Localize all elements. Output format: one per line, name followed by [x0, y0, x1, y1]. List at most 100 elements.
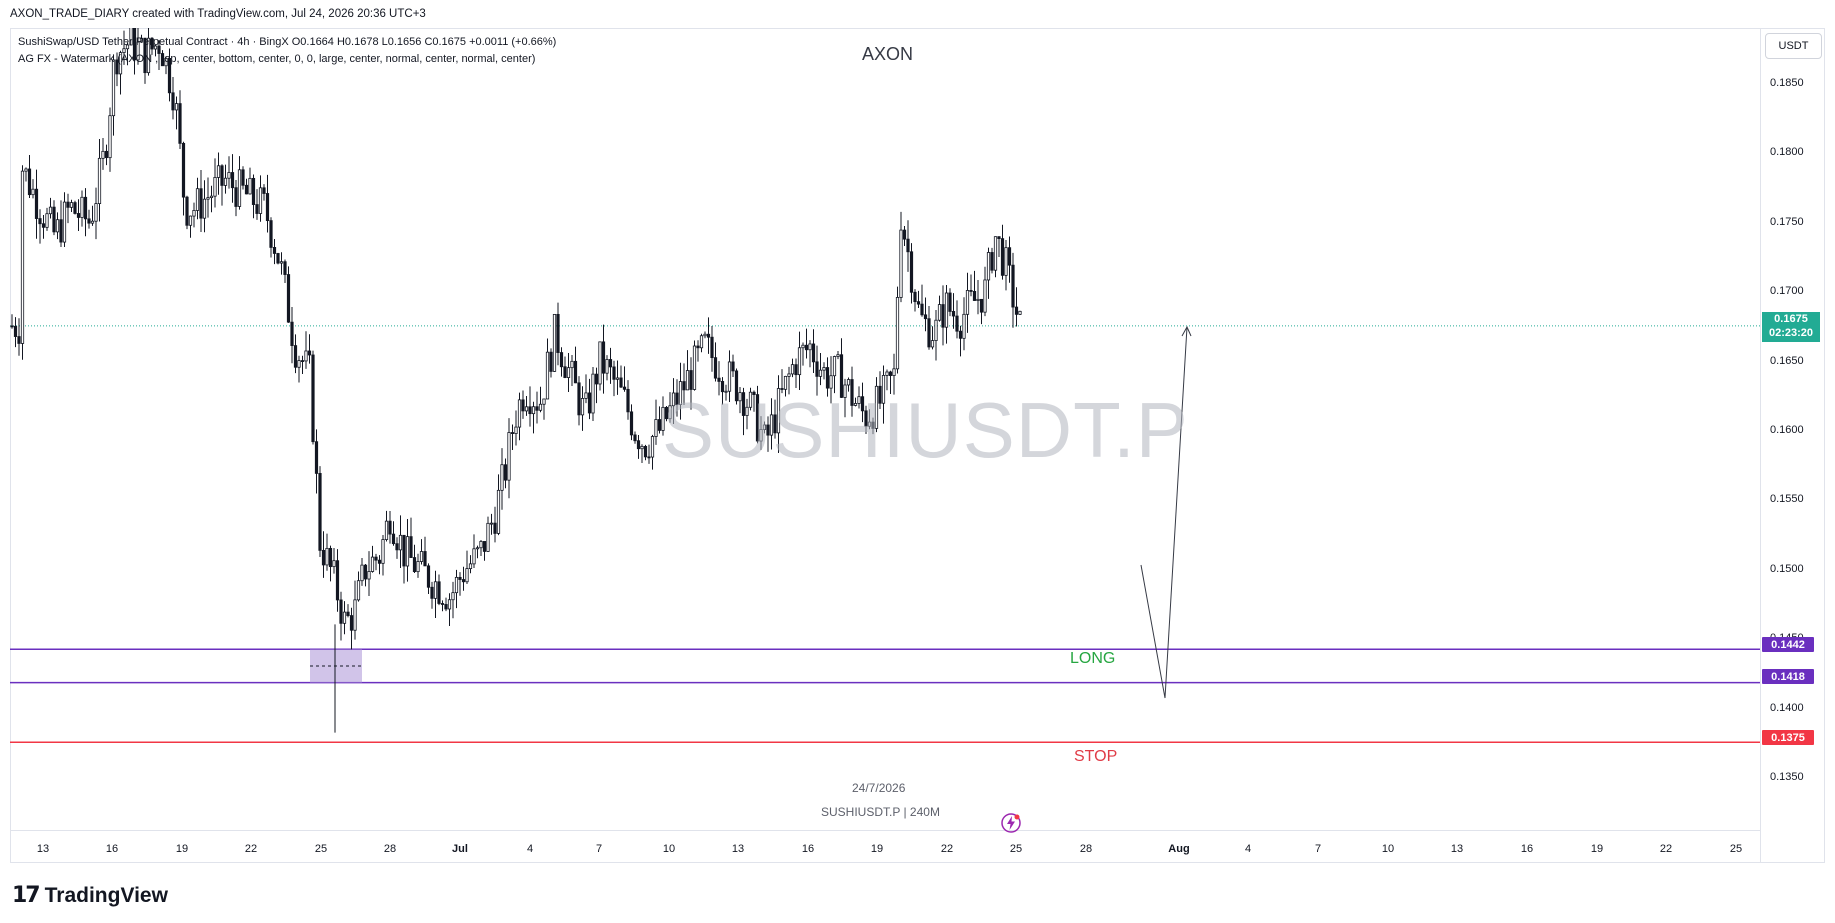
legend-indicator[interactable]: AG FX - Watermark (AXON , top, center, b… [18, 53, 536, 65]
candle-body-down [741, 392, 746, 416]
candle-body-down [794, 364, 798, 376]
candle-body-down [160, 53, 165, 67]
time-tick-label: 4 [1244, 843, 1252, 855]
candle-body-down [241, 169, 245, 186]
candle-body-down [493, 522, 497, 534]
candle-body-up [479, 541, 483, 549]
candle-body-down [437, 581, 441, 604]
legend-symbol[interactable]: SushiSwap/USD Tether Perpetual Contract … [18, 36, 289, 48]
candle-body-up [934, 319, 938, 341]
candle-body-down [633, 434, 637, 442]
candle-body-down [969, 290, 973, 292]
candle-body-up [983, 279, 987, 313]
candle-body-down [157, 45, 161, 54]
candle-body-down [563, 366, 567, 378]
candle-body-down [528, 406, 532, 415]
candle-body-down [951, 311, 956, 317]
candle-body-down [811, 343, 816, 363]
currency-button[interactable]: USDT [1765, 33, 1822, 59]
candle-body-down [997, 236, 1001, 240]
candle-body-up [671, 392, 676, 407]
candle-body-down [752, 391, 756, 395]
tradingview-logo[interactable]: 17 TradingView [12, 883, 168, 908]
candle-body-down [276, 253, 280, 264]
time-tick-label: 22 [940, 843, 954, 855]
candle-body-down [948, 292, 952, 312]
candle-body-up [454, 576, 459, 594]
price-tick-label: 0.1400 [1770, 702, 1804, 714]
time-tick-label: 25 [314, 843, 328, 855]
candle-body-up [552, 313, 557, 372]
candle-body-up [433, 581, 438, 599]
candle-body-down [990, 252, 994, 271]
candle-body-down [38, 218, 42, 225]
candle-body-down [878, 385, 882, 404]
candle-body-up [195, 188, 200, 211]
time-axis[interactable] [10, 830, 1760, 863]
last-price-value: 0.1675 [1774, 313, 1808, 325]
price-axis[interactable] [1760, 28, 1825, 863]
candle-body-down [377, 559, 382, 564]
candle-body-down [300, 360, 305, 362]
candle-body-up [475, 547, 480, 550]
candle-body-up [986, 252, 991, 281]
candle-body-down [269, 220, 273, 248]
time-tick-label: 13 [731, 843, 745, 855]
time-tick-label: 7 [1314, 843, 1322, 855]
candle-body-up [542, 398, 546, 405]
candle-body-down [181, 142, 186, 198]
candle-body-up [258, 187, 263, 214]
candle-body-down [104, 150, 109, 159]
candle-body-down [559, 352, 564, 368]
candle-body-down [556, 313, 560, 353]
candle-body-down [286, 274, 291, 323]
candle-body-up [570, 360, 574, 369]
created-by-line: AXON_TRADE_DIARY created with TradingVie… [10, 8, 426, 20]
candle-body-up [146, 37, 151, 74]
candle-body-down [906, 238, 910, 253]
candle-body-up [874, 385, 879, 429]
bolt-icon[interactable] [1000, 812, 1022, 834]
candle-body-up [370, 556, 375, 572]
candle-body-up [930, 340, 935, 348]
candle-body-down [262, 187, 266, 194]
candle-body-down [622, 386, 627, 390]
candle-body-up [55, 219, 60, 233]
candle-body-up [640, 445, 644, 450]
candlestick-chart[interactable] [10, 28, 1760, 830]
candle-body-up [790, 364, 795, 375]
chart-pane[interactable] [10, 28, 1760, 863]
candle-body-down [815, 361, 819, 377]
candle-body-down [59, 219, 63, 243]
candle-body-down [76, 213, 81, 218]
candle-body-down [710, 336, 714, 359]
candle-body-down [311, 354, 315, 443]
candle-body-up [405, 536, 410, 567]
candle-body-down [388, 520, 392, 535]
candle-body-up [188, 215, 193, 226]
candle-body-up [769, 414, 774, 436]
candle-body-up [566, 367, 571, 378]
candle-body-up [783, 375, 788, 390]
candle-body-up [20, 170, 25, 344]
candle-body-up [465, 568, 469, 583]
level-tag-long-zone-bottom: 0.1418 [1762, 669, 1814, 684]
candle-body-down [755, 394, 760, 442]
last-price-tag: 0.1675 02:23:20 [1762, 312, 1820, 342]
candle-body-down [804, 344, 809, 351]
candle-body-up [80, 196, 84, 218]
watermark-author: AXON [862, 44, 914, 64]
long-label: LONG [1070, 650, 1116, 667]
candle-body-up [738, 392, 742, 402]
candle-body-down [839, 354, 844, 398]
candle-body-down [1000, 238, 1005, 276]
candle-body-up [125, 44, 130, 50]
candle-body-up [517, 399, 522, 428]
candle-body-up [605, 359, 609, 374]
candle-body-up [832, 356, 837, 377]
candle-body-up [90, 220, 95, 224]
candle-body-up [857, 396, 861, 404]
candle-body-down [244, 184, 249, 195]
time-tick-label: 13 [36, 843, 50, 855]
candle-body-up [248, 177, 252, 195]
